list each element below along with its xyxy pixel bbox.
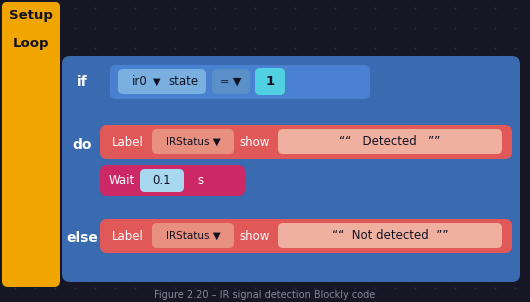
Text: 0.1: 0.1	[153, 174, 171, 187]
Text: if: if	[77, 75, 87, 89]
FancyBboxPatch shape	[62, 56, 520, 282]
Text: ir0: ir0	[132, 75, 148, 88]
Text: Label: Label	[112, 230, 144, 243]
FancyBboxPatch shape	[100, 125, 512, 159]
FancyBboxPatch shape	[152, 129, 234, 154]
Text: Wait: Wait	[109, 174, 135, 187]
Text: do: do	[72, 138, 92, 152]
Text: IRStatus ▼: IRStatus ▼	[165, 230, 220, 240]
Text: else: else	[66, 231, 98, 245]
FancyBboxPatch shape	[2, 30, 60, 56]
Text: Setup: Setup	[9, 8, 53, 21]
Text: ▼: ▼	[153, 76, 161, 86]
Text: Loop: Loop	[13, 37, 49, 50]
Text: Label: Label	[112, 136, 144, 149]
FancyBboxPatch shape	[278, 223, 502, 248]
Text: show: show	[240, 230, 270, 243]
Text: state: state	[168, 75, 198, 88]
Text: 1: 1	[266, 75, 275, 88]
FancyBboxPatch shape	[140, 169, 184, 192]
Text: Figure 2.20 – IR signal detection Blockly code: Figure 2.20 – IR signal detection Blockl…	[154, 290, 376, 300]
Text: show: show	[240, 136, 270, 149]
FancyBboxPatch shape	[100, 165, 245, 196]
FancyBboxPatch shape	[152, 223, 234, 248]
Text: s: s	[197, 174, 203, 187]
FancyBboxPatch shape	[255, 68, 285, 95]
Text: ““   Detected   ””: ““ Detected ””	[339, 135, 440, 148]
FancyBboxPatch shape	[212, 69, 250, 94]
FancyBboxPatch shape	[110, 65, 370, 99]
Text: ““  Not detected  ””: ““ Not detected ””	[332, 229, 448, 242]
Text: = ▼: = ▼	[220, 76, 242, 86]
FancyBboxPatch shape	[278, 129, 502, 154]
FancyBboxPatch shape	[2, 2, 60, 287]
Text: IRStatus ▼: IRStatus ▼	[165, 137, 220, 146]
FancyBboxPatch shape	[2, 2, 60, 28]
FancyBboxPatch shape	[100, 219, 512, 253]
FancyBboxPatch shape	[118, 69, 206, 94]
